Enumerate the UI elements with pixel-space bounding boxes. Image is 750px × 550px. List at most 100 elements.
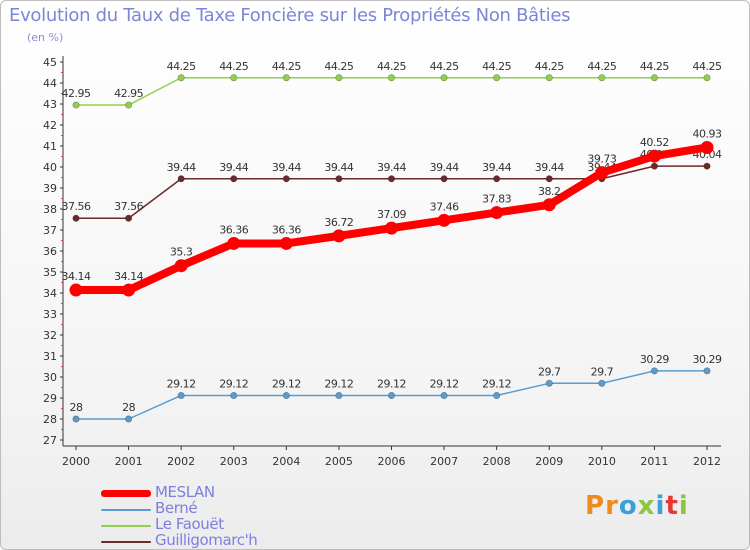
y-tick-label: 35: [43, 266, 57, 279]
data-point-meslan: [647, 149, 661, 163]
data-point-guilligomarc-h: [545, 175, 553, 183]
data-point-guilligomarc-h: [387, 175, 395, 183]
data-point-berne: [282, 391, 290, 399]
data-point-meslan: [279, 236, 293, 250]
x-tick-label: 2004: [272, 455, 300, 468]
data-label-meslan: 37.09: [377, 208, 406, 221]
x-tick-label: 2010: [588, 455, 616, 468]
data-point-le-faouet: [387, 74, 395, 82]
y-tick-label: 39: [43, 182, 57, 195]
data-point-meslan: [227, 236, 241, 250]
data-label-berne: 29.12: [219, 377, 248, 390]
data-point-le-faouet: [72, 101, 80, 109]
data-point-le-faouet: [230, 74, 238, 82]
data-label-meslan: 40.93: [693, 127, 722, 140]
data-label-meslan: 39.73: [587, 153, 616, 166]
x-tick-label: 2008: [483, 455, 511, 468]
data-point-berne: [703, 367, 711, 375]
data-label-berne: 30.29: [693, 353, 722, 366]
logo-letter: x: [637, 491, 656, 521]
logo-letter: o: [618, 491, 638, 521]
data-label-berne: 29.12: [324, 377, 353, 390]
data-label-berne: 29.7: [591, 365, 614, 378]
x-tick-label: 2000: [62, 455, 90, 468]
x-tick-label: 2007: [430, 455, 458, 468]
data-point-meslan: [385, 221, 398, 235]
data-label-le-faouet: 42.95: [62, 87, 91, 100]
data-point-berne: [387, 391, 395, 399]
data-label-meslan: 38.2: [538, 185, 561, 198]
logo-letter: P: [585, 491, 606, 521]
data-label-meslan: 40.52: [640, 136, 669, 149]
data-point-meslan: [700, 140, 714, 154]
data-point-meslan: [542, 198, 556, 212]
data-point-berne: [230, 391, 238, 399]
data-label-meslan: 36.72: [324, 216, 353, 229]
data-point-berne: [125, 415, 133, 423]
x-tick-label: 2011: [640, 455, 668, 468]
data-label-berne: 29.12: [167, 377, 196, 390]
y-tick-label: 30: [43, 371, 57, 384]
y-tick-label: 42: [43, 119, 57, 132]
x-tick-label: 2009: [535, 455, 563, 468]
data-point-le-faouet: [650, 74, 658, 82]
data-point-le-faouet: [545, 74, 553, 82]
data-label-le-faouet: 44.25: [430, 60, 459, 73]
data-label-berne: 29.12: [377, 377, 406, 390]
x-tick-label: 2006: [378, 455, 406, 468]
logo-letter: r: [605, 491, 619, 521]
data-point-guilligomarc-h: [650, 162, 658, 170]
data-point-berne: [545, 379, 553, 387]
data-label-meslan: 37.83: [482, 193, 511, 206]
x-tick-label: 2003: [220, 455, 248, 468]
data-label-guilligomarc-h: 37.56: [62, 200, 91, 213]
data-label-guilligomarc-h: 39.44: [535, 161, 564, 174]
x-tick-label: 2005: [325, 455, 353, 468]
y-tick-label: 43: [43, 98, 57, 111]
y-tick-label: 28: [43, 413, 57, 426]
data-point-meslan: [437, 213, 451, 227]
data-point-meslan: [595, 166, 609, 180]
y-tick-label: 45: [43, 56, 57, 69]
y-tick-label: 33: [43, 308, 57, 321]
data-point-guilligomarc-h: [493, 175, 501, 183]
legend-label-berne: Berné: [155, 499, 198, 517]
chart-title: Evolution du Taux de Taxe Foncière sur l…: [9, 5, 571, 26]
data-point-le-faouet: [440, 74, 448, 82]
data-point-guilligomarc-h: [282, 175, 290, 183]
logo-letter: i: [678, 491, 689, 521]
proxiti-logo: Proxiti: [585, 491, 689, 521]
legend-swatch-le-faouet: [101, 525, 151, 527]
legend-label-meslan: MESLAN: [155, 483, 215, 501]
y-tick-label: 40: [43, 161, 57, 174]
data-point-le-faouet: [335, 74, 343, 82]
data-label-le-faouet: 44.25: [272, 60, 301, 73]
data-label-le-faouet: 44.25: [640, 60, 669, 73]
data-label-berne: 29.12: [482, 377, 511, 390]
data-point-meslan: [490, 206, 504, 220]
data-point-berne: [493, 391, 501, 399]
data-label-guilligomarc-h: 39.44: [324, 161, 353, 174]
series-line-le-faouet: [75, 77, 708, 106]
data-label-meslan: 34.14: [114, 270, 143, 283]
data-label-meslan: 36.36: [272, 223, 301, 236]
data-label-meslan: 37.46: [430, 200, 459, 213]
data-label-berne: 30.29: [640, 353, 669, 366]
legend-label-le-faouet: Le Faouët: [155, 515, 224, 533]
legend-swatch-guilligomarch: [101, 541, 151, 543]
data-point-meslan: [332, 229, 346, 243]
y-tick-label: 31: [43, 350, 57, 363]
data-point-berne: [440, 391, 448, 399]
data-point-meslan: [174, 259, 188, 273]
data-label-le-faouet: 44.25: [324, 60, 353, 73]
y-tick-label: 29: [43, 392, 57, 405]
data-point-le-faouet: [493, 74, 501, 82]
data-label-berne: 28: [122, 401, 135, 414]
data-point-berne: [598, 379, 606, 387]
data-point-berne: [650, 367, 658, 375]
data-label-berne: 28: [70, 401, 83, 414]
data-label-le-faouet: 44.25: [535, 60, 564, 73]
x-tick-label: 2012: [693, 455, 721, 468]
